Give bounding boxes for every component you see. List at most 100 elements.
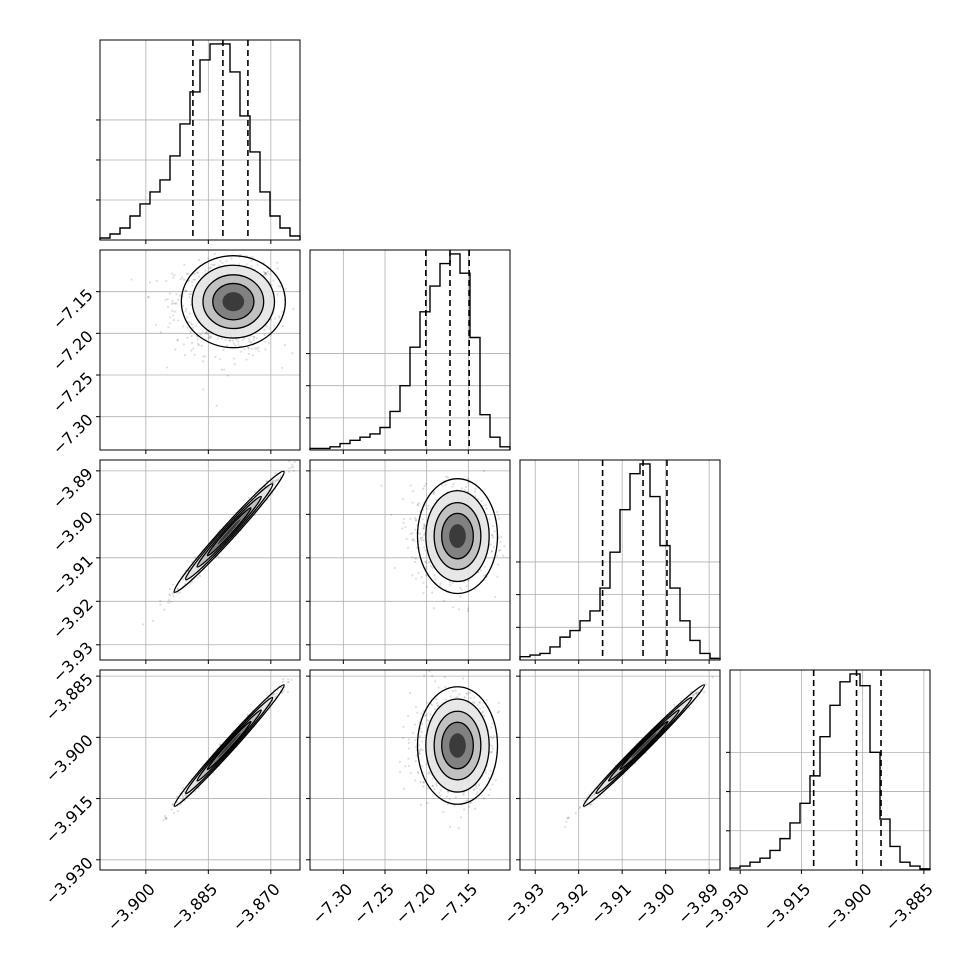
- density-body: [162, 640, 328, 822]
- sample-point: [482, 574, 485, 577]
- sample-point: [425, 714, 428, 717]
- sample-point: [431, 784, 434, 788]
- sample-point: [197, 344, 201, 347]
- sample-point: [484, 504, 487, 507]
- sample-point: [159, 331, 162, 334]
- sample-point: [265, 480, 268, 483]
- sample-point: [478, 700, 481, 704]
- sample-point: [278, 315, 281, 318]
- sample-point: [444, 588, 448, 591]
- sample-point: [264, 340, 267, 343]
- sample-point: [566, 817, 570, 820]
- sample-point: [188, 296, 191, 299]
- sample-point: [414, 577, 418, 580]
- sample-point: [419, 803, 423, 806]
- sample-point: [463, 808, 466, 811]
- sample-point: [454, 689, 457, 692]
- sample-point: [250, 347, 254, 351]
- sample-point: [255, 337, 258, 340]
- sample-point: [241, 338, 244, 342]
- sample-point: [187, 321, 191, 324]
- sample-point: [424, 549, 427, 552]
- sample-point: [200, 344, 203, 347]
- sample-point: [417, 772, 420, 775]
- sample-point: [209, 336, 212, 339]
- sample-point: [482, 797, 486, 800]
- sample-point: [176, 795, 179, 798]
- sample-point: [173, 310, 177, 313]
- sample-point: [287, 678, 290, 681]
- sample-point: [422, 592, 425, 595]
- sample-point: [460, 588, 463, 591]
- sample-point: [449, 583, 452, 587]
- sample-point: [490, 744, 494, 748]
- density-contour-0: [173, 470, 285, 593]
- sample-point: [181, 276, 184, 279]
- panel-frame: [99, 459, 301, 661]
- sample-point: [218, 264, 221, 267]
- sample-point: [228, 339, 232, 342]
- sample-point: [204, 331, 207, 335]
- sample-point: [490, 550, 493, 553]
- sample-point: [216, 337, 220, 340]
- sample-point: [165, 280, 168, 283]
- density-body: [141, 460, 299, 626]
- sample-point: [431, 675, 434, 678]
- density-contour-4: [449, 733, 466, 758]
- sample-point: [411, 556, 414, 559]
- sample-point: [411, 532, 414, 535]
- sample-point: [210, 263, 213, 266]
- sample-point: [393, 566, 396, 570]
- sample-point: [491, 534, 494, 537]
- sample-point: [163, 608, 166, 611]
- sample-point: [443, 675, 446, 679]
- sample-point: [465, 585, 468, 588]
- sample-point: [277, 478, 280, 481]
- sample-point: [425, 567, 428, 571]
- sample-point: [280, 310, 284, 313]
- sample-point: [220, 337, 223, 340]
- sample-point: [201, 330, 204, 333]
- sample-point: [165, 366, 169, 369]
- sample-point: [454, 796, 457, 799]
- sample-point: [469, 801, 472, 805]
- density-panel-3-1: [306, 669, 511, 874]
- sample-point: [497, 710, 500, 713]
- sample-point: [188, 312, 192, 315]
- sample-point: [205, 332, 208, 335]
- sample-point: [415, 754, 418, 757]
- sample-point: [272, 693, 275, 696]
- sample-point: [183, 289, 187, 292]
- sample-point: [182, 304, 185, 307]
- sample-point: [434, 680, 437, 683]
- sample-point: [416, 711, 419, 714]
- sample-point: [182, 343, 185, 346]
- sample-point: [432, 490, 435, 494]
- sample-point: [473, 807, 477, 810]
- density-contour-4: [217, 519, 241, 545]
- sample-point: [162, 819, 165, 822]
- sample-point: [435, 698, 438, 701]
- sample-point: [449, 695, 452, 698]
- sample-point: [271, 481, 274, 484]
- sample-point: [414, 738, 417, 742]
- sample-point: [243, 348, 246, 351]
- sample-point: [711, 676, 714, 679]
- sample-point: [159, 603, 162, 606]
- sample-point: [415, 557, 418, 560]
- sample-point: [281, 324, 284, 328]
- sample-point: [476, 791, 479, 794]
- sample-point: [487, 793, 490, 797]
- sample-point: [257, 346, 260, 349]
- sample-point: [419, 749, 422, 752]
- sample-point: [413, 539, 416, 542]
- sample-point: [426, 718, 429, 722]
- sample-point: [439, 584, 442, 587]
- sample-point: [326, 640, 328, 642]
- sample-point: [473, 787, 476, 790]
- sample-point: [275, 479, 279, 482]
- sample-point: [250, 259, 253, 262]
- sample-point: [237, 343, 240, 346]
- sample-point: [172, 314, 175, 317]
- sample-point: [501, 554, 505, 557]
